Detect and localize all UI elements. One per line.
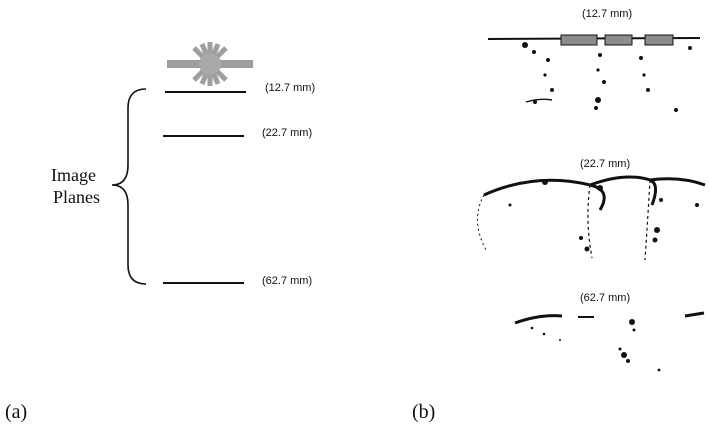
sun-icon	[167, 42, 253, 86]
image-plane-12-7	[487, 34, 701, 112]
plane-label-b-1: (12.7 mm)	[582, 8, 633, 20]
plane-label-a-1: (12.7 mm)	[265, 82, 316, 94]
panel-label-b: (b)	[412, 401, 436, 423]
plane-label-a-3: (62.7 mm)	[262, 275, 313, 287]
plane-label-b-3: (62.7 mm)	[580, 292, 631, 304]
curly-brace	[111, 88, 147, 285]
plane-label-b-2: (22.7 mm)	[580, 158, 631, 170]
group-label-planes: Planes	[53, 187, 100, 207]
image-plane-22-7	[477, 175, 706, 261]
group-label-image: Image	[51, 165, 96, 185]
panel-label-a: (a)	[5, 401, 28, 423]
plane-label-a-2: (22.7 mm)	[262, 127, 313, 139]
image-plane-62-7	[514, 311, 705, 372]
